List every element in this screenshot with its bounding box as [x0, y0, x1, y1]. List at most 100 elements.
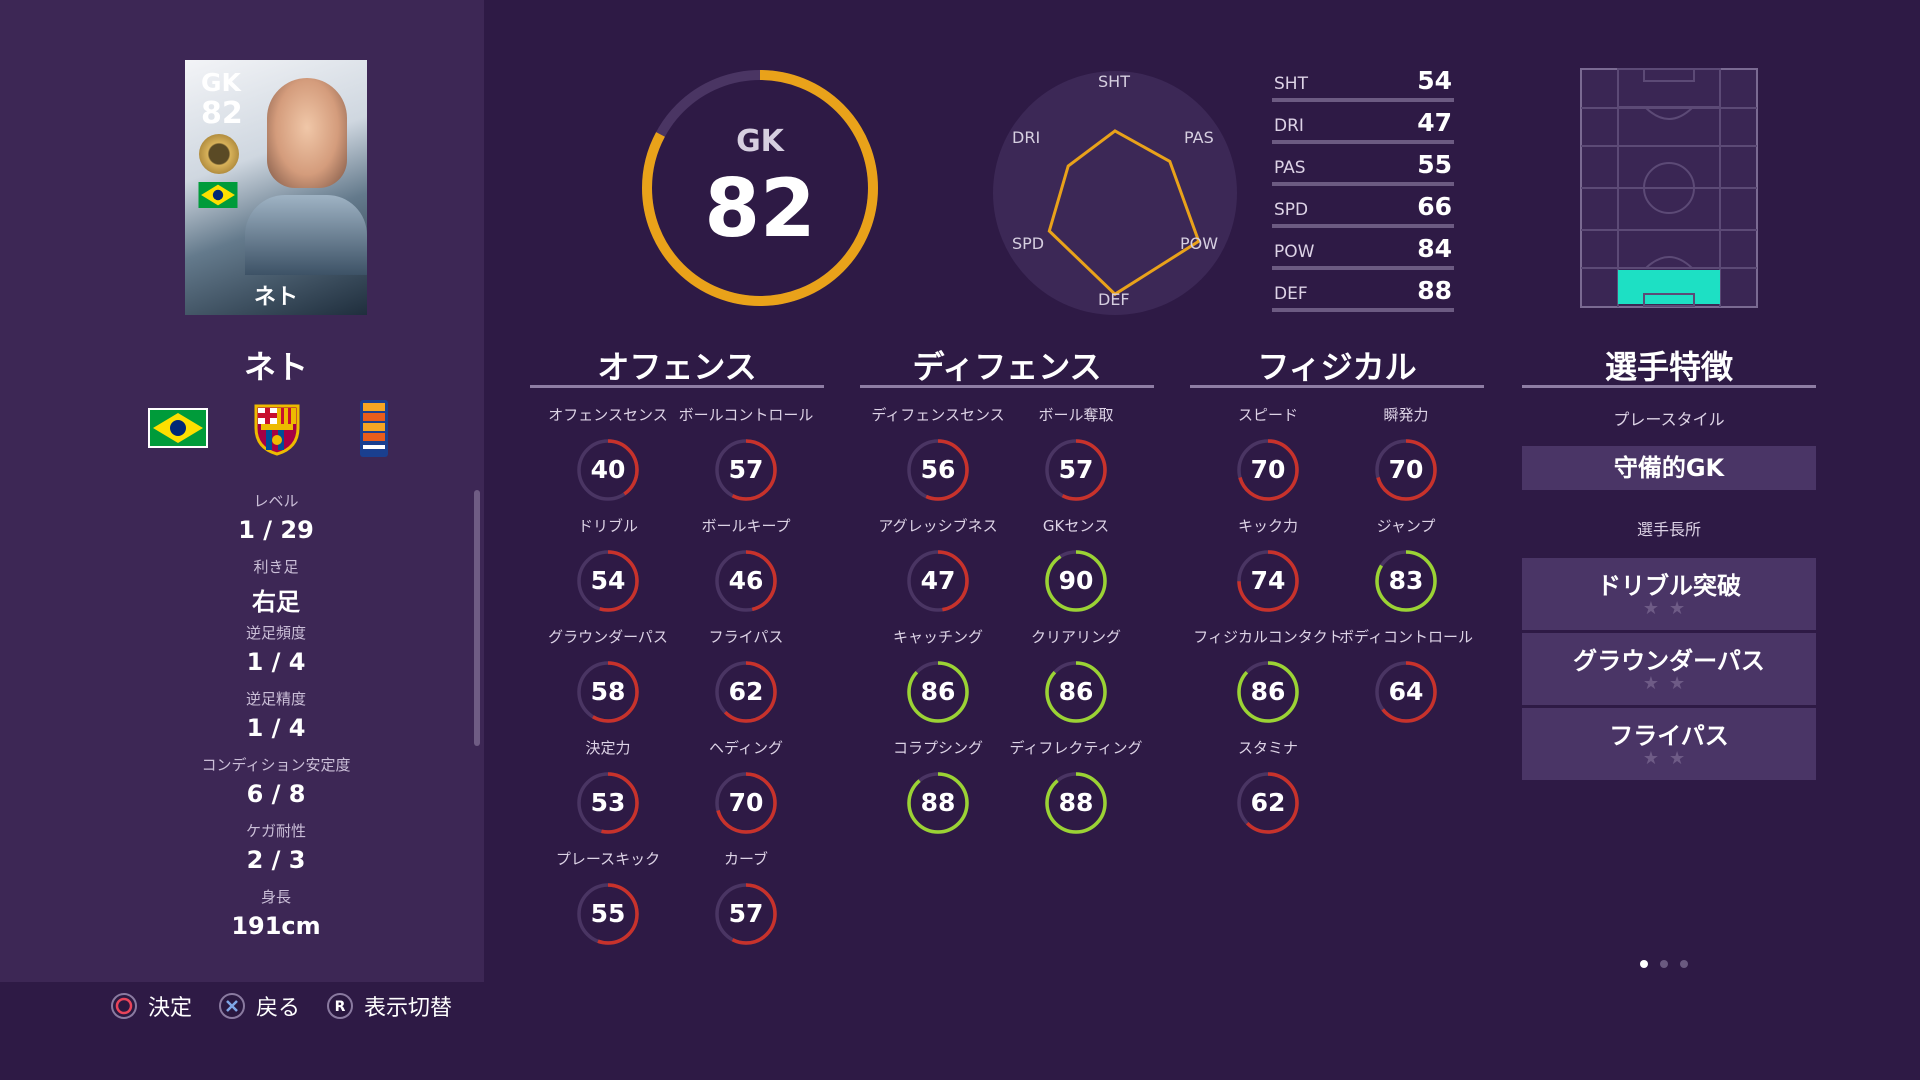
info-value: 2 / 3	[246, 846, 306, 874]
physical-stat-ring[interactable]: 64	[1373, 659, 1439, 725]
stat-ring-icon	[715, 661, 777, 723]
stat-ring-icon	[907, 772, 969, 834]
radar-label-spd: SPD	[1012, 234, 1045, 253]
physical-stat-value: 62	[1250, 788, 1286, 817]
offense-stat-ring[interactable]: 70	[713, 770, 779, 836]
physical-stat-ring[interactable]: 70	[1235, 437, 1301, 503]
star-rating-icon: ★★	[1642, 673, 1696, 694]
defense-stat-ring[interactable]: 90	[1043, 548, 1109, 614]
summary-key: DRI	[1274, 116, 1304, 136]
hint-0[interactable]: 決定	[110, 990, 192, 1022]
defense-stat-ring[interactable]: 88	[905, 770, 971, 836]
card-name: ネト	[253, 285, 298, 310]
offense-stat-label: フライパス	[708, 628, 784, 646]
stat-ring-icon	[577, 439, 639, 501]
defense-stat-value: 57	[1058, 455, 1094, 484]
radar-polygon	[1047, 129, 1201, 297]
overall-position: GK	[736, 124, 784, 159]
physical-stat-label: キック力	[1237, 517, 1298, 535]
summary-row-sht: SHT 54	[1272, 66, 1454, 106]
defense-underline	[860, 385, 1154, 388]
strength-item[interactable]: フライパス ★★	[1522, 708, 1816, 780]
defense-stat-label: コラプシング	[892, 739, 983, 757]
stat-ring-icon	[1237, 439, 1299, 501]
defense-stat-label: ボール奪取	[1038, 406, 1114, 424]
summary-value: 55	[1417, 150, 1452, 179]
radar-label-dri: DRI	[1012, 128, 1041, 147]
offense-stat-ring[interactable]: 46	[713, 548, 779, 614]
offense-stat-value: 62	[728, 677, 764, 706]
info-label: 身長	[260, 888, 291, 906]
stat-ring-icon	[907, 550, 969, 612]
hint-1[interactable]: 戻る	[218, 990, 300, 1022]
offense-stat-ring[interactable]: 57	[713, 437, 779, 503]
offense-stat-label: ボールキープ	[701, 517, 791, 535]
page-dot[interactable]	[1680, 960, 1688, 968]
defense-stat-ring[interactable]: 86	[1043, 659, 1109, 725]
defense-stat-value: 90	[1058, 566, 1094, 595]
offense-stat-ring[interactable]: 57	[713, 881, 779, 947]
page-dot[interactable]	[1660, 960, 1668, 968]
offense-stat-ring[interactable]: 58	[575, 659, 641, 725]
hint-label: 戻る	[256, 996, 301, 1021]
strength-item[interactable]: ドリブル突破 ★★	[1522, 558, 1816, 630]
rarity-badge-icon	[199, 134, 239, 174]
star-rating-icon: ★★	[1642, 748, 1696, 769]
card-position: GK	[201, 68, 241, 97]
page-indicator[interactable]	[1640, 960, 1700, 968]
defense-stat-ring[interactable]: 56	[905, 437, 971, 503]
info-value: 右足	[252, 588, 300, 616]
r-button-icon: R	[327, 993, 354, 1019]
defense-stat-ring[interactable]: 47	[905, 548, 971, 614]
scrollbar[interactable]	[474, 490, 480, 746]
overall-ring-icon	[642, 70, 878, 306]
physical-stat-ring[interactable]: 74	[1235, 548, 1301, 614]
summary-value: 88	[1417, 276, 1452, 305]
summary-row-spd: SPD 66	[1272, 192, 1454, 232]
offense-stat-value: 57	[728, 899, 764, 928]
overall-value: 82	[704, 162, 816, 255]
defense-stat-value: 47	[920, 566, 956, 595]
defense-stat-ring[interactable]: 86	[905, 659, 971, 725]
defense-stat-ring[interactable]: 88	[1043, 770, 1109, 836]
playstyle-value[interactable]: 守備的GK	[1522, 446, 1816, 490]
stat-ring-icon	[715, 550, 777, 612]
hint-2[interactable]: R 表示切替	[326, 990, 452, 1022]
physical-stat-ring[interactable]: 62	[1235, 770, 1301, 836]
stat-ring-icon	[1375, 439, 1437, 501]
info-label: ケガ耐性	[245, 822, 306, 840]
defense-stat-ring[interactable]: 57	[1043, 437, 1109, 503]
strength-name: フライパス	[1609, 722, 1729, 750]
svg-text:R: R	[335, 999, 346, 1015]
stat-ring-icon	[1045, 439, 1107, 501]
physical-stat-ring[interactable]: 86	[1235, 659, 1301, 725]
info-label: 逆足精度	[245, 690, 306, 708]
strength-item[interactable]: グラウンダーパス ★★	[1522, 633, 1816, 705]
offense-stat-ring[interactable]: 40	[575, 437, 641, 503]
info-value: 1 / 4	[246, 714, 306, 742]
page-dot[interactable]	[1640, 960, 1648, 968]
cross-button-icon	[219, 993, 246, 1019]
offense-stat-label: ボールコントロール	[678, 406, 814, 424]
offense-stat-ring[interactable]: 53	[575, 770, 641, 836]
summary-row-def: DEF 88	[1272, 276, 1454, 316]
player-card[interactable]: GK 82 ネト	[185, 60, 367, 315]
circle-button-icon	[111, 993, 137, 1019]
stat-ring-icon	[577, 550, 639, 612]
info-label: コンディション安定度	[201, 756, 351, 774]
physical-stat-ring[interactable]: 83	[1373, 548, 1439, 614]
defense-stat-label: キャッチング	[892, 628, 983, 646]
summary-value: 54	[1417, 66, 1452, 95]
offense-stat-ring[interactable]: 55	[575, 881, 641, 947]
offense-underline	[530, 385, 824, 388]
stat-ring-icon	[715, 439, 777, 501]
defense-stat-label: ディフレクティング	[1009, 739, 1143, 757]
gk-position-highlight	[1618, 270, 1720, 304]
offense-stat-ring[interactable]: 54	[575, 548, 641, 614]
physical-stat-value: 83	[1388, 566, 1424, 595]
offense-stat-value: 53	[590, 788, 626, 817]
summary-bar	[1272, 224, 1454, 228]
info-label: 利き足	[253, 558, 299, 576]
offense-stat-ring[interactable]: 62	[713, 659, 779, 725]
physical-stat-ring[interactable]: 70	[1373, 437, 1439, 503]
